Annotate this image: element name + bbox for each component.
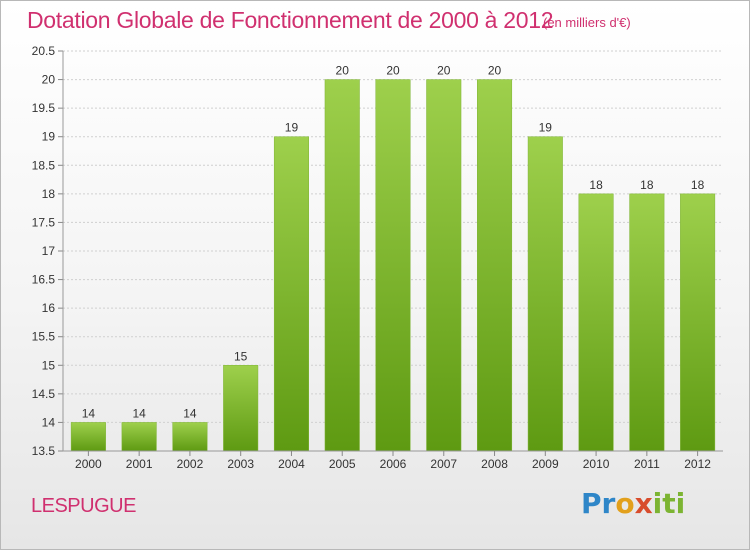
bar xyxy=(273,136,309,452)
y-tick-label: 18 xyxy=(42,187,56,201)
bar xyxy=(578,193,614,452)
bar-value-label: 18 xyxy=(691,178,705,192)
y-tick-label: 16.5 xyxy=(32,273,56,287)
bar xyxy=(629,193,665,452)
x-tick-label: 2000 xyxy=(75,457,102,471)
y-tick-label: 20 xyxy=(42,73,56,87)
bar xyxy=(375,79,411,452)
y-tick-label: 18.5 xyxy=(32,158,56,172)
logo-part: Pr xyxy=(581,487,616,520)
bar-value-label: 20 xyxy=(386,64,400,78)
bar xyxy=(527,136,563,452)
commune-name: LESPUGUE xyxy=(31,495,136,517)
y-tick-label: 20.5 xyxy=(32,44,56,58)
axes: 13.5 14 14.5 15 15.5 16 16.5 17 17.5 18 18.5 19 19.5… xyxy=(32,44,723,471)
bar-value-label: 19 xyxy=(539,121,553,135)
bar-value-label: 20 xyxy=(488,64,502,78)
x-tick-label: 2008 xyxy=(481,457,508,471)
x-tick-label: 2001 xyxy=(126,457,153,471)
logo-part: o xyxy=(615,487,635,520)
chart-unit: (en milliers d'€) xyxy=(543,15,631,30)
logo-part: iti xyxy=(652,487,686,520)
bar xyxy=(680,193,716,452)
y-tick-label: 19 xyxy=(42,130,56,144)
bar xyxy=(172,422,208,452)
y-tick-label: 14.5 xyxy=(32,387,56,401)
y-tick-label: 17.5 xyxy=(32,215,56,229)
proxiti-logo[interactable]: Proxiti xyxy=(581,487,685,520)
x-tick-label: 2005 xyxy=(329,457,356,471)
logo-part: x xyxy=(634,487,653,520)
bar xyxy=(121,422,157,452)
bars: 14 14 14 15 19 20 20 20 20 19 18 18 18 xyxy=(70,64,716,452)
x-tick-label: 2004 xyxy=(278,457,305,471)
bar-value-label: 14 xyxy=(183,406,197,420)
x-tick-label: 2003 xyxy=(227,457,254,471)
bar-value-label: 20 xyxy=(437,64,451,78)
x-tick-label: 2010 xyxy=(583,457,610,471)
y-tick-label: 16 xyxy=(42,301,56,315)
chart-title: Dotation Globale de Fonctionnement de 20… xyxy=(27,7,554,33)
bar xyxy=(426,79,462,452)
bar-value-label: 15 xyxy=(234,349,248,363)
y-tick-label: 13.5 xyxy=(32,444,56,458)
x-tick-label: 2011 xyxy=(634,457,660,471)
y-tick-label: 15.5 xyxy=(32,330,56,344)
bar xyxy=(477,79,513,452)
bar-value-label: 19 xyxy=(285,121,299,135)
x-tick-label: 2006 xyxy=(380,457,407,471)
y-tick-label: 15 xyxy=(42,358,56,372)
y-tick-label: 17 xyxy=(42,244,56,258)
bar xyxy=(70,422,106,452)
bar-value-label: 18 xyxy=(589,178,603,192)
bar-value-label: 20 xyxy=(336,64,350,78)
x-tick-label: 2007 xyxy=(430,457,457,471)
y-tick-label: 14 xyxy=(42,415,56,429)
x-tick-label: 2002 xyxy=(177,457,204,471)
bar-value-label: 14 xyxy=(82,406,96,420)
x-tick-label: 2012 xyxy=(684,457,711,471)
bar-value-label: 18 xyxy=(640,178,654,192)
bar-value-label: 14 xyxy=(132,406,146,420)
bar xyxy=(324,79,360,452)
x-tick-label: 2009 xyxy=(532,457,559,471)
bar xyxy=(223,365,259,452)
y-tick-label: 19.5 xyxy=(32,101,56,115)
